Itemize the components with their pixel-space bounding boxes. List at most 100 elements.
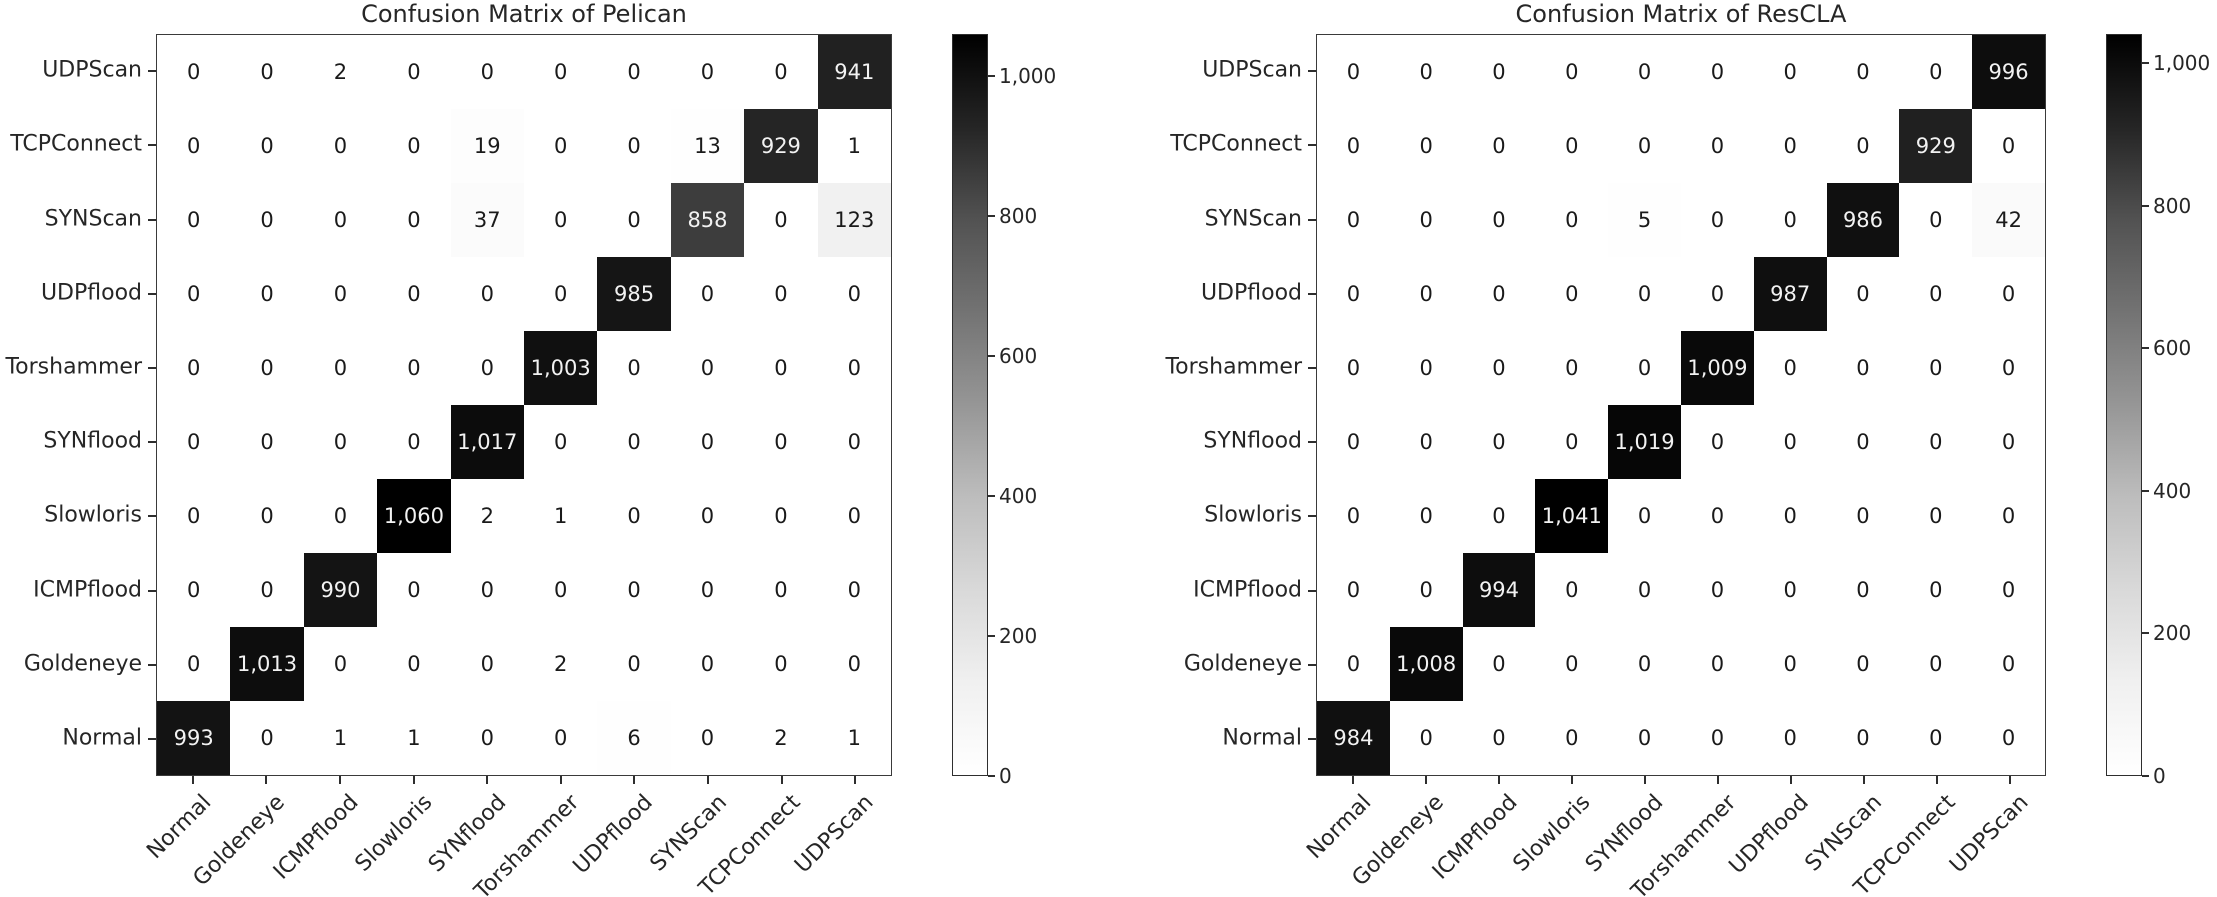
x-axis-label: UDPflood	[568, 790, 659, 880]
heatmap-cell: 1	[817, 701, 891, 775]
heatmap-cell: 0	[1753, 35, 1827, 109]
heatmap-cell: 0	[670, 331, 745, 405]
heatmap-cell: 0	[1753, 701, 1827, 775]
x-axis-tick	[191, 776, 194, 784]
heatmap-cell: 0	[1899, 405, 1973, 479]
heatmap-cell: 0	[817, 479, 891, 553]
y-axis-label: UDPflood	[1200, 280, 1302, 306]
heatmap-cell: 0	[524, 183, 598, 257]
heatmap-cell: 929	[1899, 109, 1973, 183]
heatmap-cell: 0	[1317, 109, 1390, 183]
heatmap-cell: 0	[230, 35, 304, 109]
y-axis-tick	[148, 144, 156, 147]
x-axis-label: Normal	[1302, 790, 1377, 864]
heatmap-cell: 0	[817, 257, 891, 331]
heatmap-cell: 0	[1389, 553, 1463, 627]
heatmap-cell: 0	[524, 257, 598, 331]
heatmap-cell: 0	[1462, 331, 1536, 405]
heatmap-cell: 0	[1389, 479, 1463, 553]
heatmap-cell: 0	[1753, 405, 1827, 479]
heatmap-cell: 0	[377, 627, 451, 701]
heatmap-cell: 0	[303, 109, 378, 183]
y-axis-tick	[148, 589, 156, 592]
heatmap-cell: 0	[157, 35, 231, 109]
heatmap-cell: 0	[1681, 479, 1754, 553]
y-axis-label: Goldeneye	[1183, 651, 1302, 677]
heatmap-cell: 0	[303, 479, 378, 553]
heatmap-cell: 0	[230, 479, 304, 553]
heatmap-cell: 0	[1972, 701, 2045, 775]
heatmap-cell: 0	[744, 183, 818, 257]
heatmap-cell: 0	[817, 331, 891, 405]
x-axis-tick	[1862, 776, 1865, 784]
heatmap-cell: 0	[1826, 701, 1900, 775]
heatmap-cells: 0 0 0 0 0 0 0 0 0 996 0 0 0 0 0 0 0 0 929 0 0 0 0 0 5 0 0 986 0 42 0 0 0…	[1317, 35, 2045, 775]
heatmap-cell: 941	[817, 35, 891, 109]
heatmap-cell: 0	[1317, 553, 1390, 627]
heatmap-cell: 0	[1462, 109, 1536, 183]
heatmap-cell: 0	[1826, 553, 1900, 627]
heatmap-cell: 0	[597, 35, 671, 109]
heatmap-cell: 1,019	[1608, 405, 1681, 479]
heatmap-cell: 0	[230, 553, 304, 627]
heatmap-cell: 0	[1608, 627, 1681, 701]
heatmap-cell: 0	[670, 479, 745, 553]
heatmap-cell: 0	[817, 627, 891, 701]
heatmap-cell: 0	[1389, 35, 1463, 109]
y-axis-tick	[148, 70, 156, 73]
y-axis-tick	[148, 366, 156, 369]
heatmap-cell: 994	[1462, 553, 1536, 627]
colorbar-tick	[2142, 347, 2149, 350]
y-axis-tick	[1308, 737, 1316, 740]
heatmap-cell: 0	[1899, 701, 1973, 775]
heatmap-cell: 0	[1462, 35, 1536, 109]
heatmap-cell: 0	[1462, 257, 1536, 331]
heatmap-cell: 0	[524, 701, 598, 775]
heatmap-cell: 2	[450, 479, 524, 553]
heatmap-cell: 0	[1535, 627, 1609, 701]
x-axis-tick	[1716, 776, 1719, 784]
colorbar-tick	[988, 355, 995, 357]
heatmap-cell: 2	[744, 701, 818, 775]
x-axis-tick	[1570, 776, 1573, 784]
heatmap-cell: 0	[230, 331, 304, 405]
heatmap-cell: 0	[303, 331, 378, 405]
heatmap-cell: 0	[303, 405, 378, 479]
heatmap-cell: 0	[1608, 701, 1681, 775]
heatmap-cell: 0	[1608, 479, 1681, 553]
heatmap-cell: 0	[230, 183, 304, 257]
heatmap-cell: 19	[450, 109, 524, 183]
heatmap-cell: 0	[1317, 627, 1390, 701]
y-axis-label: Goldeneye	[23, 651, 142, 677]
heatmap-cell: 0	[157, 479, 231, 553]
heatmap-cell: 0	[230, 405, 304, 479]
heatmap-cell: 0	[1826, 331, 1900, 405]
heatmap-cell: 1	[377, 701, 451, 775]
colorbar-tick	[2142, 62, 2149, 65]
y-axis-tick	[148, 292, 156, 295]
colorbar-tick-label: 200	[999, 624, 1038, 648]
heatmap-cell: 0	[450, 701, 524, 775]
heatmap-cell: 0	[1535, 553, 1609, 627]
heatmap-cell: 0	[1972, 405, 2045, 479]
heatmap-cell: 0	[303, 627, 378, 701]
heatmap-cell: 0	[450, 331, 524, 405]
heatmap-cell: 1	[524, 479, 598, 553]
colorbar-tick-label: 0	[999, 764, 1012, 788]
heatmap-cell: 0	[1972, 331, 2045, 405]
heatmap-cell: 0	[1317, 257, 1390, 331]
heatmap-cell: 0	[1608, 35, 1681, 109]
y-axis-label: Slowloris	[1204, 502, 1302, 528]
y-axis-label: Torshammer	[5, 354, 142, 380]
heatmap-cell: 0	[1681, 257, 1754, 331]
heatmap-cell: 0	[744, 627, 818, 701]
heatmap-cell: 2	[524, 627, 598, 701]
heatmap-cell: 0	[744, 257, 818, 331]
heatmap-cell: 0	[1753, 331, 1827, 405]
heatmap-cell: 0	[1681, 627, 1754, 701]
heatmap-cell: 0	[1899, 257, 1973, 331]
heatmap-cell: 0	[157, 331, 231, 405]
heatmap-cell: 0	[597, 331, 671, 405]
chart-title: Confusion Matrix of ResCLA	[1515, 0, 1847, 28]
y-axis-tick	[1308, 70, 1316, 73]
